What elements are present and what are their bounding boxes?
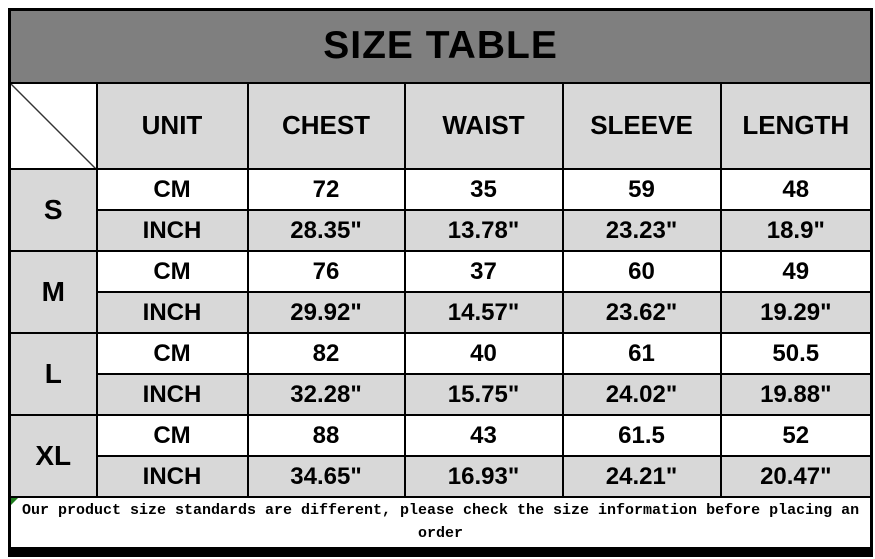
diagonal-line-icon bbox=[11, 84, 96, 169]
size-table: SIZE TABLE UNIT CHEST WAIST SLEEVE LENGT… bbox=[8, 8, 874, 557]
table-cell: 82 bbox=[246, 332, 406, 375]
column-header-chest: CHEST bbox=[246, 81, 406, 170]
unit-label: INCH bbox=[95, 209, 249, 252]
size-note-text: Our product size standards are different… bbox=[21, 502, 860, 542]
table-cell: 19.29" bbox=[719, 291, 873, 334]
unit-label: CM bbox=[95, 414, 249, 457]
unit-label: INCH bbox=[95, 455, 249, 498]
table-cell: 59 bbox=[561, 168, 722, 211]
column-header-unit: UNIT bbox=[95, 81, 249, 170]
table-cell: 72 bbox=[246, 168, 406, 211]
table-row: INCH 32.28" 15.75" 24.02" 19.88" bbox=[10, 373, 873, 416]
table-cell: 24.21" bbox=[561, 455, 722, 498]
table-cell: 60 bbox=[561, 250, 722, 293]
table-cell: 40 bbox=[403, 332, 564, 375]
size-label-s: S bbox=[8, 168, 98, 252]
table-cell: 29.92" bbox=[246, 291, 406, 334]
unit-label: INCH bbox=[95, 291, 249, 334]
table-cell: 61.5 bbox=[561, 414, 722, 457]
table-cell: 20.47" bbox=[719, 455, 873, 498]
table-cell: 52 bbox=[719, 414, 873, 457]
table-row: XL CM 88 43 61.5 52 bbox=[8, 414, 873, 498]
table-cell: 50.5 bbox=[719, 332, 873, 375]
unit-label: INCH bbox=[95, 373, 249, 416]
table-cell: 16.93" bbox=[403, 455, 564, 498]
column-header-sleeve: SLEEVE bbox=[561, 81, 722, 170]
table-row: INCH 28.35" 13.78" 23.23" 18.9" bbox=[10, 209, 873, 252]
table-cell: 48 bbox=[719, 168, 873, 211]
size-label-l: L bbox=[8, 332, 98, 416]
table-cell: 49 bbox=[719, 250, 873, 293]
table-cell: 37 bbox=[403, 250, 564, 293]
table-cell: 34.65" bbox=[246, 455, 406, 498]
table-cell: 13.78" bbox=[403, 209, 564, 252]
table-cell: 28.35" bbox=[246, 209, 406, 252]
table-cell: 19.88" bbox=[719, 373, 873, 416]
table-cell: 24.02" bbox=[561, 373, 722, 416]
diagonal-corner-cell bbox=[8, 81, 98, 170]
size-note: Our product size standards are different… bbox=[8, 496, 873, 557]
size-label-m: M bbox=[8, 250, 98, 334]
column-header-length: LENGTH bbox=[719, 81, 873, 170]
table-cell: 61 bbox=[561, 332, 722, 375]
table-cell: 18.9" bbox=[719, 209, 873, 252]
table-cell: 15.75" bbox=[403, 373, 564, 416]
table-row: S CM 72 35 59 48 bbox=[8, 168, 873, 252]
column-header-waist: WAIST bbox=[403, 81, 564, 170]
size-label-xl: XL bbox=[8, 414, 98, 498]
table-cell: 43 bbox=[403, 414, 564, 457]
unit-label: CM bbox=[95, 332, 249, 375]
table-row: L CM 82 40 61 50.5 bbox=[8, 332, 873, 416]
table-row: INCH 34.65" 16.93" 24.21" 20.47" bbox=[10, 455, 873, 498]
excel-corner-marker-icon bbox=[11, 499, 18, 505]
table-cell: 23.23" bbox=[561, 209, 722, 252]
table-cell: 14.57" bbox=[403, 291, 564, 334]
table-row: M CM 76 37 60 49 bbox=[8, 250, 873, 334]
table-row: INCH 29.92" 14.57" 23.62" 19.29" bbox=[10, 291, 873, 334]
table-cell: 76 bbox=[246, 250, 406, 293]
table-cell: 88 bbox=[246, 414, 406, 457]
table-cell: 23.62" bbox=[561, 291, 722, 334]
page-title: SIZE TABLE bbox=[8, 8, 873, 84]
unit-label: CM bbox=[95, 250, 249, 293]
table-cell: 32.28" bbox=[246, 373, 406, 416]
unit-label: CM bbox=[95, 168, 249, 211]
table-cell: 35 bbox=[403, 168, 564, 211]
